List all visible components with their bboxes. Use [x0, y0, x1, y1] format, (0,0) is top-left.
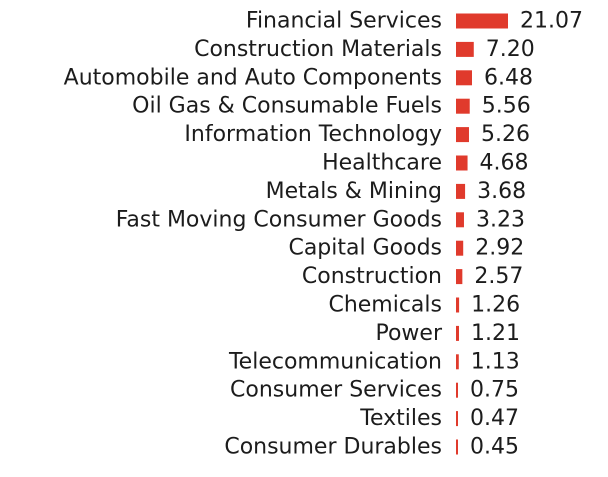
category-label: Capital Goods — [288, 236, 442, 261]
category-label: Power — [375, 321, 442, 346]
bar — [456, 212, 464, 228]
value-label: 0.47 — [470, 406, 519, 431]
category-label: Consumer Durables — [224, 435, 442, 460]
value-label: 6.48 — [484, 65, 533, 90]
category-label: Telecommunication — [228, 349, 442, 374]
bar — [456, 354, 459, 370]
bar — [456, 127, 469, 143]
category-label: Consumer Services — [230, 378, 442, 403]
category-label: Textiles — [359, 406, 442, 431]
value-label: 2.57 — [474, 264, 523, 289]
category-labels: Financial Services Construction Materials… — [64, 9, 443, 460]
category-label: Metals & Mining — [266, 179, 442, 204]
bar — [456, 70, 472, 86]
category-label: Fast Moving Consumer Goods — [116, 207, 442, 232]
value-label: 1.13 — [471, 349, 520, 374]
category-label: Financial Services — [246, 9, 442, 34]
bar — [456, 269, 463, 285]
category-label: Chemicals — [328, 293, 442, 318]
bar — [456, 98, 470, 114]
value-label: 0.45 — [470, 435, 519, 460]
category-label: Automobile and Auto Components — [64, 65, 442, 90]
value-label: 1.21 — [471, 321, 520, 346]
value-label: 3.23 — [476, 207, 525, 232]
bar — [456, 183, 466, 199]
value-label: 3.68 — [477, 179, 526, 204]
bar — [456, 41, 474, 57]
bar — [456, 382, 458, 398]
value-labels: 21.07 7.20 6.48 5.56 5.26 4.68 3.68 3.23 2.92 2.5… — [470, 9, 583, 460]
value-label: 21.07 — [520, 9, 583, 34]
value-label: 5.26 — [481, 122, 530, 147]
bars — [456, 13, 508, 455]
value-label: 0.75 — [470, 378, 519, 403]
value-label: 2.92 — [475, 236, 524, 261]
bar — [456, 325, 459, 341]
bar — [456, 439, 458, 455]
bar — [456, 240, 464, 256]
category-label: Oil Gas & Consumable Fuels — [132, 94, 442, 119]
value-label: 7.20 — [486, 37, 535, 62]
bar — [456, 13, 508, 29]
value-label: 4.68 — [480, 151, 529, 176]
category-label: Information Technology — [184, 122, 442, 147]
category-label: Healthcare — [322, 151, 442, 176]
category-label: Construction — [302, 264, 442, 289]
bar — [456, 411, 458, 427]
value-label: 1.26 — [471, 293, 520, 318]
bar — [456, 155, 468, 171]
category-label: Construction Materials — [194, 37, 442, 62]
value-label: 5.56 — [482, 94, 531, 119]
bar — [456, 297, 460, 313]
